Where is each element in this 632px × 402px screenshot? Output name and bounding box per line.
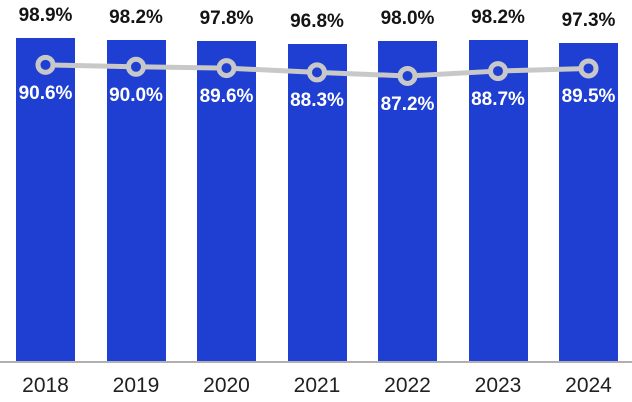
bar-value-label: 98.9% — [18, 4, 73, 26]
bar — [106, 39, 166, 362]
bar — [287, 44, 347, 362]
x-axis-label: 2023 — [474, 374, 522, 397]
line-value-label: 88.7% — [471, 89, 525, 111]
bar-value-label: 97.3% — [561, 9, 616, 31]
bar — [378, 40, 437, 362]
line-value-label: 87.2% — [380, 93, 435, 115]
x-axis-line — [0, 361, 632, 363]
line-value-label: 90.6% — [18, 82, 73, 104]
bar-value-label: 98.2% — [109, 6, 163, 28]
bar-value-label: 98.2% — [471, 6, 525, 28]
x-axis-label: 2020 — [203, 374, 250, 397]
line-value-label: 89.6% — [199, 86, 254, 108]
bar — [16, 37, 75, 362]
x-axis-label: 2021 — [293, 374, 341, 397]
x-axis-label: 2018 — [22, 374, 69, 397]
x-axis-label: 2019 — [112, 374, 160, 397]
bar-value-label: 98.0% — [380, 7, 435, 29]
bar-value-label: 97.8% — [199, 8, 254, 30]
line-value-label: 90.0% — [109, 84, 163, 106]
bar — [559, 42, 618, 362]
x-axis-label: 2024 — [565, 374, 612, 397]
bar — [197, 41, 256, 362]
x-axis-label: 2022 — [384, 374, 431, 397]
line-value-label: 89.5% — [561, 86, 616, 108]
bar — [468, 39, 528, 362]
line-value-label: 88.3% — [290, 90, 344, 112]
bar-value-label: 96.8% — [290, 11, 344, 33]
